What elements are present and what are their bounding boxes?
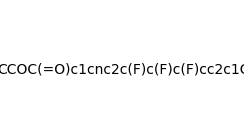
- Text: CCOC(=O)c1cnc2c(F)c(F)c(F)cc2c1Cl: CCOC(=O)c1cnc2c(F)c(F)c(F)cc2c1Cl: [0, 62, 244, 76]
